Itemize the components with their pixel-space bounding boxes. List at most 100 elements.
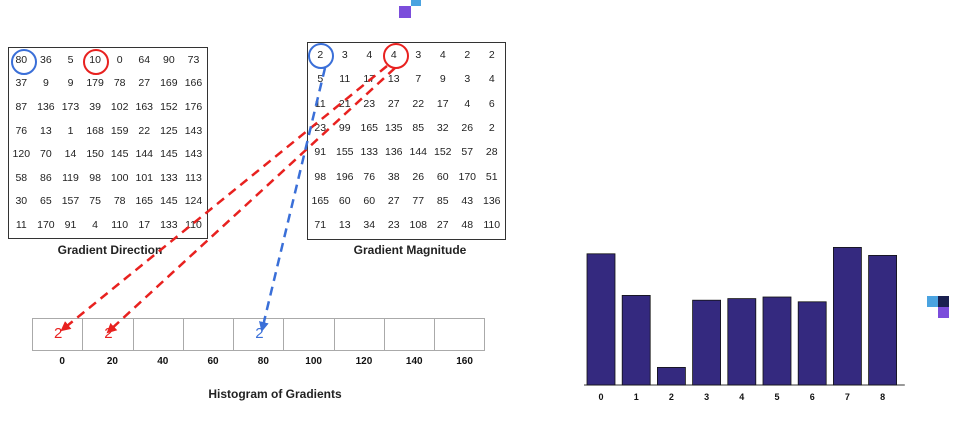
direction-cell: 144	[135, 148, 154, 161]
direction-cell: 120	[12, 148, 31, 161]
magnitude-cell: 27	[436, 219, 449, 232]
magnitude-cell: 2	[488, 122, 495, 135]
direction-cell: 102	[110, 100, 129, 113]
magnitude-cell: 5	[317, 73, 324, 86]
direction-cell: 166	[184, 77, 203, 90]
direction-cell: 125	[160, 124, 178, 137]
magnitude-cell: 77	[412, 194, 425, 207]
bar-tick-label: 6	[810, 392, 815, 402]
direction-cell: 145	[160, 148, 178, 161]
histogram-bin-box	[233, 318, 284, 351]
magnitude-cell: 60	[338, 194, 351, 207]
direction-cell: 9	[42, 77, 49, 90]
magnitude-cell: 27	[387, 97, 400, 110]
direction-cell: 124	[184, 195, 203, 208]
magnitude-cell: 23	[314, 122, 327, 135]
gradient-magnitude-caption: Gradient Magnitude	[353, 243, 467, 257]
direction-row: 76 13 1 168 159 22 125 143	[9, 119, 207, 143]
histogram-bin-label: 80	[257, 356, 269, 367]
bar-0	[586, 253, 616, 386]
direction-cell: 143	[184, 124, 203, 137]
bar-tick-label: 7	[845, 392, 850, 402]
magnitude-cell: 17	[436, 97, 449, 110]
direction-cell: 169	[160, 77, 178, 90]
direction-cell: 179	[86, 77, 104, 90]
direction-cell: 87	[15, 100, 28, 113]
direction-cell: 9	[67, 77, 74, 90]
direction-cell: 27	[138, 77, 151, 90]
direction-cell: 100	[110, 171, 129, 184]
magnitude-cell: 11	[339, 73, 351, 86]
bar-tick-label: 3	[704, 392, 709, 402]
magnitude-cell: 136	[384, 146, 403, 159]
magnitude-cell: 4	[390, 49, 397, 62]
magnitude-cell: 38	[387, 170, 400, 183]
direction-cell: 76	[15, 124, 28, 137]
histogram-bin-box	[333, 318, 385, 351]
histogram-bin-box	[182, 318, 234, 351]
magnitude-cell: 4	[464, 97, 471, 110]
direction-row: 37 9 9 179 78 27 169 166	[9, 72, 207, 96]
direction-cell: 157	[61, 195, 80, 208]
magnitude-cell: 6	[488, 97, 495, 110]
bar-1	[621, 294, 651, 386]
direction-cell: 0	[116, 53, 123, 66]
direction-cell: 170	[37, 218, 55, 231]
magnitude-cell: 32	[436, 122, 449, 135]
gradient-direction-caption: Gradient Direction	[57, 243, 163, 257]
magnitude-cell: 57	[461, 146, 474, 159]
histogram-value: 2	[104, 325, 113, 342]
magnitude-cell: 26	[461, 122, 474, 135]
direction-cell: 39	[89, 100, 101, 113]
highlight-circle-magnitude-2	[308, 43, 334, 69]
direction-cell: 75	[89, 195, 101, 208]
magnitude-cell: 3	[464, 73, 471, 86]
histogram-bin-box	[32, 318, 83, 351]
magnitude-cell: 155	[335, 146, 354, 159]
direction-cell: 86	[40, 171, 52, 184]
direction-cell: 173	[61, 100, 80, 113]
bar-2	[657, 366, 686, 386]
bar-4	[727, 298, 757, 386]
bar-7	[833, 246, 862, 386]
direction-row: 120 70 14 150 145 144 145 143	[9, 142, 207, 166]
magnitude-cell: 28	[485, 146, 498, 159]
bar-tick-label: 0	[598, 392, 603, 402]
direction-cell: 36	[40, 53, 52, 66]
histogram-bin-box	[132, 318, 183, 351]
histogram-value: 2	[255, 325, 264, 342]
magnitude-cell: 11	[314, 97, 326, 110]
magnitude-cell: 43	[461, 194, 474, 207]
magnitude-cell: 3	[415, 49, 422, 62]
bar-tick-label: 2	[669, 392, 674, 402]
bar-8	[868, 254, 897, 386]
magnitude-cell: 60	[436, 170, 449, 183]
direction-row: 58 86 119 98 100 101 133 113	[9, 166, 207, 190]
magnitude-cell: 4	[366, 49, 373, 62]
magnitude-cell: 2	[317, 49, 324, 62]
magnitude-cell: 71	[314, 219, 327, 232]
magnitude-row: 23 99 165 135 85 32 26 2	[308, 116, 505, 140]
magnitude-cell: 99	[338, 122, 351, 135]
highlight-circle-direction-80	[11, 49, 37, 75]
direction-cell: 168	[86, 124, 104, 137]
bar-tick-label: 8	[880, 392, 885, 402]
bar-tick-label: 5	[774, 392, 779, 402]
magnitude-cell: 2	[464, 49, 471, 62]
direction-cell: 113	[185, 171, 202, 184]
magnitude-cell: 48	[461, 219, 474, 232]
highlight-circle-direction-10	[83, 49, 109, 75]
direction-cell: 145	[160, 195, 178, 208]
magnitude-cell: 152	[433, 146, 452, 159]
magnitude-cell: 3	[341, 49, 348, 62]
histogram-bin-box	[384, 318, 435, 351]
direction-cell: 70	[40, 148, 52, 161]
decor-square-purple-top	[399, 6, 411, 18]
direction-cell: 136	[37, 100, 55, 113]
direction-cell: 30	[15, 195, 28, 208]
direction-cell: 150	[86, 148, 104, 161]
magnitude-cell: 51	[485, 170, 498, 183]
magnitude-cell: 135	[384, 122, 403, 135]
direction-cell: 159	[110, 124, 129, 137]
